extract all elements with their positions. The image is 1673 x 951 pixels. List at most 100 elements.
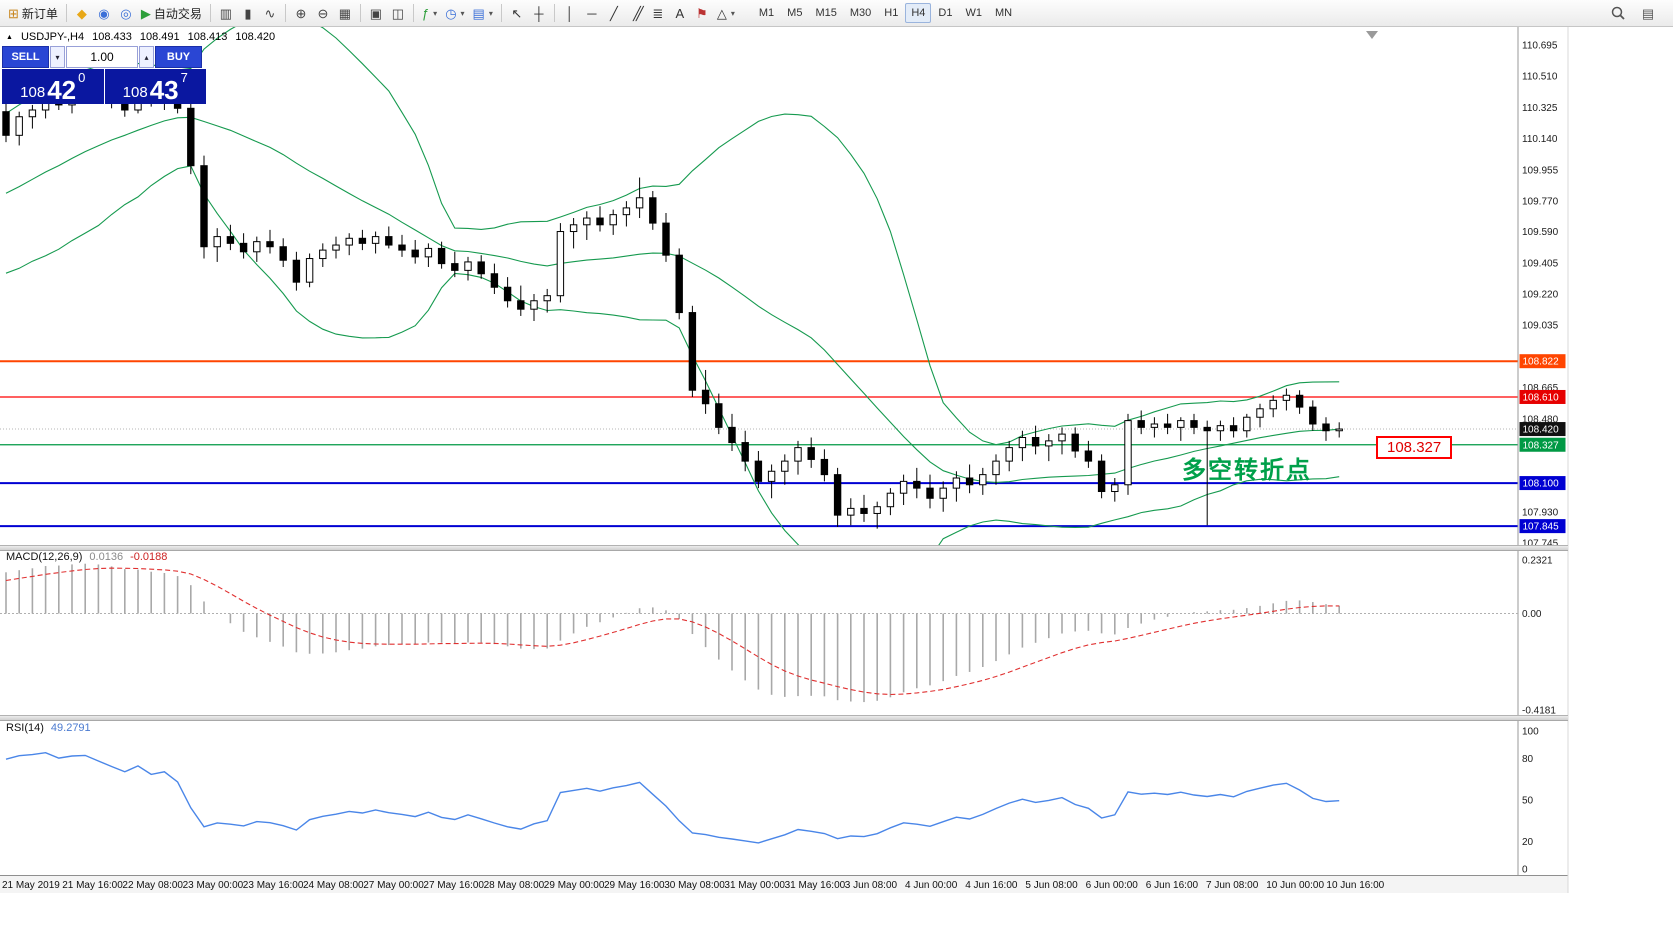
- templates-button[interactable]: ▤ ▾: [469, 2, 497, 24]
- svg-text:21 May 16:00: 21 May 16:00: [62, 880, 123, 891]
- templates-icon: ▤: [472, 5, 485, 21]
- indicators-button[interactable]: ƒ ▾: [418, 2, 441, 24]
- data-window-icon[interactable]: ▤: [1637, 2, 1659, 24]
- timeframe-m5[interactable]: M5: [787, 7, 803, 19]
- rsi-value: 49.2791: [50, 722, 91, 734]
- toolbar-separator: [500, 4, 502, 22]
- macd-panel-splitter[interactable]: [0, 545, 1568, 551]
- high-value: 108.491: [139, 31, 180, 43]
- sell-button[interactable]: SELL: [2, 46, 49, 68]
- toolbar-separator: [553, 4, 555, 22]
- volume-down-button[interactable]: ▾: [50, 46, 65, 68]
- svg-text:107.845: 107.845: [1523, 522, 1560, 533]
- timeframe-group: M1 M5 M15 M30 H1 H4 D1 W1 MN: [753, 3, 1018, 23]
- vertical-line-icon[interactable]: │: [559, 2, 581, 24]
- toolbar-right-group: ▤: [1607, 2, 1669, 24]
- svg-text:20: 20: [1522, 837, 1534, 848]
- shapes-button[interactable]: △ ▾: [713, 2, 739, 24]
- svg-text:6 Jun 00:00: 6 Jun 00:00: [1086, 880, 1139, 891]
- horizontal-line-icon[interactable]: ─: [581, 2, 603, 24]
- new-chart-icon[interactable]: ▣: [365, 2, 387, 24]
- svg-text:4 Jun 16:00: 4 Jun 16:00: [965, 880, 1018, 891]
- zoom-out-icon: ⊖: [317, 5, 329, 21]
- new-order-button[interactable]: ⊞ 新订单: [4, 2, 62, 24]
- chart-line-icon: ∿: [264, 5, 276, 21]
- svg-text:29 May 16:00: 29 May 16:00: [604, 880, 665, 891]
- rsi-panel[interactable]: [0, 722, 1518, 874]
- svg-text:108.480: 108.480: [1522, 414, 1559, 425]
- zoom-out-icon[interactable]: ⊖: [312, 2, 334, 24]
- svg-text:108.100: 108.100: [1523, 479, 1560, 490]
- community-icon: ◎: [120, 5, 132, 21]
- time-axis-strip: [0, 875, 1568, 893]
- sell-price-display[interactable]: 108 42 0: [2, 69, 104, 104]
- symbol-period-label: USDJPY-,H4: [20, 31, 85, 43]
- turning-point-annotation: 多空转折点: [1182, 456, 1312, 484]
- autotrading-button[interactable]: ▶ 自动交易: [137, 2, 206, 24]
- svg-text:0.00: 0.00: [1522, 609, 1542, 620]
- svg-text:100: 100: [1522, 727, 1539, 738]
- horizontal-line-icon: ─: [587, 5, 597, 21]
- svg-text:6 Jun 16:00: 6 Jun 16:00: [1146, 880, 1199, 891]
- indicators-icon: ƒ: [421, 5, 430, 21]
- chart-candles-icon[interactable]: ▮: [237, 2, 259, 24]
- community-icon[interactable]: ◎: [115, 2, 137, 24]
- chart-bars-icon[interactable]: ▥: [215, 2, 237, 24]
- toolbar-separator: [65, 4, 67, 22]
- search-icon[interactable]: [1607, 2, 1629, 24]
- chevron-down-icon: ▾: [460, 8, 465, 18]
- toolbar: ⊞ 新订单 ◆ ◉ ◎ ▶ 自动交易 ▥ ▮ ∿ ⊕ ⊖ ▦ ▣ ◫ ƒ ▾ ◷ ▾ ▤ ▾ ↖ ┼ │ ─ ╱ ╱╱ ≣ A ⚑ △ ▾ M1…: [0, 0, 1673, 27]
- svg-text:109.770: 109.770: [1522, 197, 1559, 208]
- cursor-icon[interactable]: ↖: [506, 2, 528, 24]
- timeframe-h1[interactable]: H1: [884, 7, 899, 19]
- svg-text:110.510: 110.510: [1522, 72, 1558, 83]
- svg-text:80: 80: [1522, 754, 1534, 765]
- autotrading-button-label: 自动交易: [153, 6, 202, 21]
- buy-price-display[interactable]: 108 43 7: [104, 69, 206, 104]
- timeframe-d1[interactable]: D1: [938, 7, 953, 19]
- timeframe-m30[interactable]: M30: [849, 7, 872, 19]
- crosshair-icon: ┼: [534, 5, 544, 21]
- svg-text:109.220: 109.220: [1522, 290, 1559, 301]
- timeframe-m15[interactable]: M15: [815, 7, 837, 19]
- profile-icon: ◉: [98, 5, 110, 21]
- timeframe-mn[interactable]: MN: [994, 7, 1013, 19]
- sell-price-whole: 108: [20, 83, 46, 101]
- macd-name: MACD(12,26,9): [6, 551, 83, 563]
- timeframe-m1[interactable]: M1: [758, 7, 775, 19]
- volume-input[interactable]: [66, 46, 138, 68]
- timeframe-h4[interactable]: H4: [905, 3, 932, 23]
- zoom-in-icon: ⊕: [295, 5, 307, 21]
- profile-icon[interactable]: ◉: [93, 2, 115, 24]
- fibonacci-icon[interactable]: ≣: [647, 2, 669, 24]
- chart-candles-icon: ▮: [244, 5, 252, 21]
- trendline-icon[interactable]: ╱: [603, 2, 625, 24]
- fibonacci-icon: ≣: [652, 5, 664, 21]
- channel-icon[interactable]: ╱╱: [625, 2, 647, 24]
- text-icon: A: [675, 5, 685, 21]
- volume-up-button[interactable]: ▴: [139, 46, 154, 68]
- svg-text:110.695: 110.695: [1522, 41, 1558, 52]
- zoom-in-icon[interactable]: ⊕: [290, 2, 312, 24]
- chart-plot-area[interactable]: [0, 27, 1518, 546]
- chart-line-icon[interactable]: ∿: [259, 2, 281, 24]
- open-value: 108.433: [92, 31, 132, 43]
- periods-button[interactable]: ◷ ▾: [441, 2, 468, 24]
- toolbar-separator: [412, 4, 414, 22]
- svg-text:108.420: 108.420: [1523, 425, 1560, 436]
- buy-button[interactable]: BUY: [155, 46, 202, 68]
- rsi-panel-splitter[interactable]: [0, 715, 1568, 721]
- tile-windows-icon[interactable]: ◫: [387, 2, 409, 24]
- svg-text:110.140: 110.140: [1522, 134, 1558, 145]
- chevron-down-icon: ▾: [488, 8, 493, 18]
- timeframe-w1[interactable]: W1: [965, 7, 982, 19]
- svg-text:30 May 08:00: 30 May 08:00: [664, 880, 725, 891]
- favorites-icon: ◆: [76, 5, 87, 21]
- grid-icon[interactable]: ▦: [334, 2, 356, 24]
- svg-text:109.590: 109.590: [1522, 227, 1559, 238]
- crosshair-icon[interactable]: ┼: [528, 2, 550, 24]
- favorites-icon[interactable]: ◆: [71, 2, 93, 24]
- arrow-label-icon[interactable]: ⚑: [691, 2, 713, 24]
- text-icon[interactable]: A: [669, 2, 691, 24]
